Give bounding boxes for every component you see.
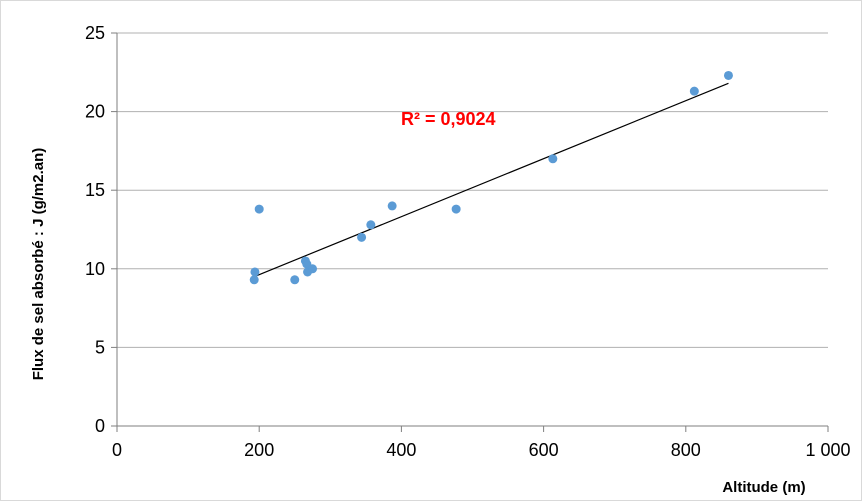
x-tick-label: 1 000 <box>805 440 850 460</box>
data-point <box>689 86 699 96</box>
data-point <box>357 232 367 242</box>
data-point <box>290 275 300 285</box>
y-tick-label: 5 <box>95 337 105 357</box>
data-point <box>250 267 260 277</box>
y-tick-labels: 0 5 10 15 20 25 <box>85 23 105 436</box>
x-axis-title: Altitude (m) <box>722 479 805 496</box>
y-tick-label: 0 <box>95 416 105 436</box>
data-point <box>451 204 461 214</box>
x-tick-label: 200 <box>244 440 274 460</box>
data-point <box>387 201 397 211</box>
data-point <box>723 70 733 80</box>
trendline-group <box>253 82 729 278</box>
y-tick-label: 25 <box>85 23 105 43</box>
y-axis-title: Flux de sel absorbé : J (g/m2.an) <box>30 148 47 381</box>
trendline <box>253 82 729 278</box>
data-point <box>308 264 318 274</box>
x-tick-label: 400 <box>386 440 416 460</box>
data-point <box>249 275 259 285</box>
x-tick-labels: 0 200 400 600 800 1 000 <box>112 440 851 460</box>
data-point <box>548 154 558 164</box>
y-tick-label: 10 <box>85 259 105 279</box>
axes <box>111 32 829 432</box>
x-tick-label: 600 <box>529 440 559 460</box>
data-point <box>366 220 376 230</box>
y-tick-label: 15 <box>85 180 105 200</box>
gridlines <box>117 32 828 348</box>
r-squared-annotation: R² = 0,9024 <box>401 109 496 129</box>
x-tick-label: 0 <box>112 440 122 460</box>
y-tick-label: 20 <box>85 102 105 122</box>
x-tick-label: 800 <box>671 440 701 460</box>
data-point <box>254 204 264 214</box>
data-points <box>249 70 733 285</box>
